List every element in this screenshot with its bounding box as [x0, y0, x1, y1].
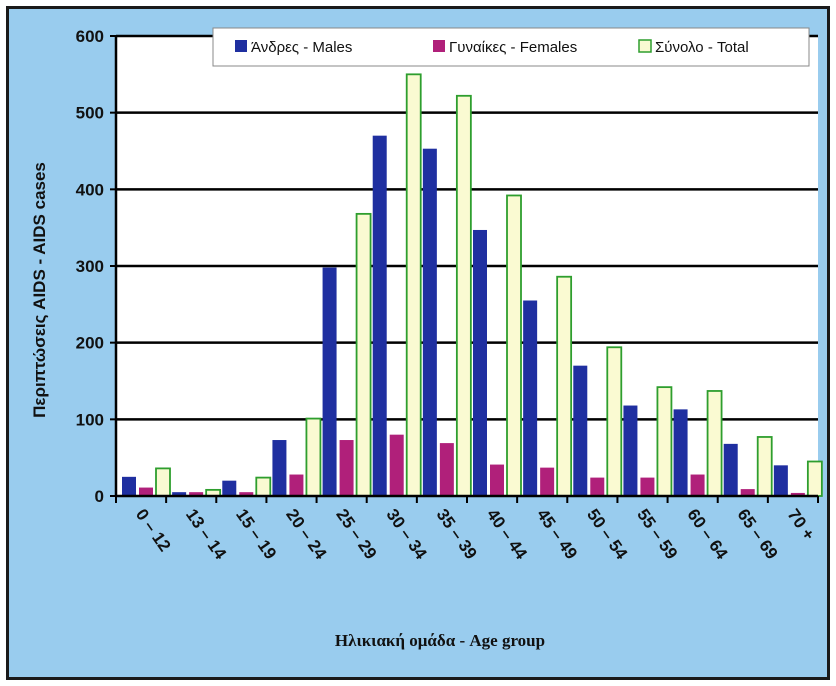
x-tick-label: 25 – 29 — [332, 505, 380, 562]
x-tick-label: 70 + — [784, 505, 819, 543]
bar — [623, 405, 638, 496]
bar — [540, 467, 555, 496]
bar — [590, 477, 605, 496]
bar — [523, 300, 538, 496]
bar — [372, 135, 387, 496]
legend-swatch — [638, 39, 652, 53]
bar — [806, 460, 823, 497]
x-axis-title: Ηλικιακή ομάδα - Age group — [335, 631, 545, 650]
legend-swatch — [433, 40, 445, 52]
bar — [656, 386, 673, 497]
bar — [422, 148, 437, 496]
bar — [740, 489, 755, 496]
bar — [756, 436, 773, 497]
x-tick-label: 15 – 19 — [232, 505, 280, 562]
bar — [189, 492, 204, 496]
y-tick-label: 400 — [76, 180, 104, 199]
x-tick-label: 30 – 34 — [383, 505, 431, 563]
bar — [723, 443, 738, 496]
y-tick-label: 100 — [76, 410, 104, 429]
bar — [790, 492, 805, 496]
legend-swatch — [235, 40, 247, 52]
bar — [272, 440, 287, 496]
series-1 — [122, 135, 788, 496]
legend-label: Γυναίκες - Females — [449, 39, 577, 56]
bar — [490, 464, 504, 496]
bar — [573, 365, 588, 496]
y-tick-label: 600 — [76, 27, 104, 46]
x-tick-label: 35 – 39 — [433, 505, 481, 562]
bar — [773, 465, 788, 496]
bar — [339, 440, 354, 496]
legend-label: Σύνολο - Total — [655, 39, 749, 56]
series-2 — [139, 434, 805, 496]
legend-label: Άνδρες - Males — [251, 39, 352, 56]
bar — [355, 212, 372, 497]
x-tick-label: 13 – 14 — [182, 505, 230, 563]
bar — [222, 480, 237, 496]
y-tick-label: 500 — [76, 104, 104, 123]
bar — [322, 267, 337, 496]
bar — [706, 390, 723, 497]
x-tick-label: 60 – 64 — [683, 505, 731, 563]
bar — [289, 474, 304, 496]
x-tick-label: 65 – 69 — [734, 505, 782, 562]
bar — [506, 194, 522, 497]
bar — [673, 409, 688, 496]
bar — [139, 487, 153, 496]
bar — [606, 346, 623, 497]
y-tick-label: 300 — [76, 257, 104, 276]
x-tick-label: 45 – 49 — [533, 505, 581, 562]
bar — [239, 492, 254, 496]
bar — [405, 73, 422, 497]
bar — [255, 476, 272, 497]
y-axis-title: Περιπτώσεις AIDS - AIDS cases — [30, 162, 49, 418]
bar — [556, 275, 573, 497]
bar — [305, 417, 322, 497]
y-tick-label: 200 — [76, 334, 104, 353]
bar — [389, 434, 404, 496]
x-tick-label: 40 – 44 — [483, 505, 531, 563]
bar — [690, 474, 705, 496]
x-tick-label: 0 – 12 — [132, 505, 175, 555]
x-tick-label: 50 – 54 — [583, 505, 631, 563]
bar — [172, 492, 187, 496]
legend: Άνδρες - Males Γυναίκες - Females Σύνολο -… — [212, 27, 810, 67]
bar — [439, 443, 454, 496]
bar — [455, 94, 472, 497]
y-tick-label: 0 — [95, 487, 104, 506]
bar — [155, 467, 171, 497]
bar — [640, 477, 655, 496]
bar — [473, 229, 487, 496]
x-tick-label: 55 – 59 — [633, 505, 681, 562]
bar — [122, 476, 136, 496]
x-tick-label: 20 – 24 — [282, 505, 330, 563]
legend-box — [212, 27, 810, 67]
